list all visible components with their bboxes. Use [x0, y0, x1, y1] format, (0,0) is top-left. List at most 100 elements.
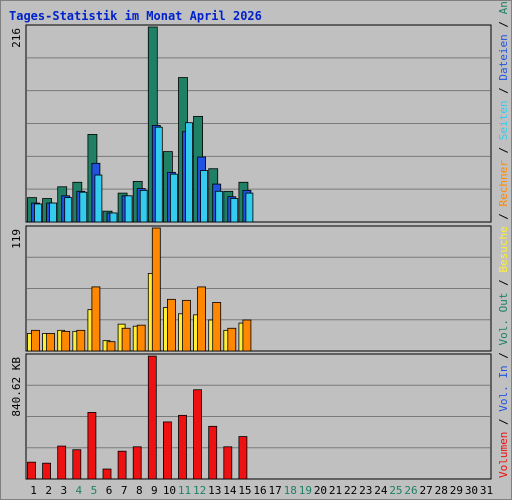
panel-border: [25, 24, 492, 223]
series-rechner: [31, 227, 252, 352]
bar-volumen-day-1: [27, 461, 36, 480]
bar-rechner-day-5: [91, 286, 101, 352]
bar-dateien-day-13: [215, 190, 224, 223]
x-tick-label: 2: [45, 484, 52, 497]
legend: Volumen / Vol. In / Vol. Out / Besuche /…: [497, 1, 510, 478]
bar-volumen-day-13: [208, 425, 218, 480]
x-tick-label: 19: [299, 484, 312, 497]
bar-rechner-day-9: [151, 227, 161, 352]
bar-rechner-day-3: [61, 330, 71, 352]
bar-dateien-day-8: [139, 190, 148, 223]
bar-dateien-day-7: [124, 195, 133, 223]
bar-dateien-day-15: [245, 192, 254, 223]
legend-separator: /: [497, 206, 510, 226]
bar-dateien-day-11: [185, 122, 193, 223]
bar-rechner-day-14: [227, 327, 237, 352]
x-tick-label: 28: [435, 484, 448, 497]
bar-dateien-day-6: [109, 212, 118, 223]
x-tick-label: 31: [480, 484, 493, 497]
x-tick-label: 26: [404, 484, 417, 497]
x-tick-label: 25: [389, 484, 402, 497]
x-tick-label: 14: [223, 484, 237, 497]
bar-dateien-day-1: [34, 203, 42, 223]
bar-volumen-day-15: [238, 436, 248, 480]
bar-dateien-day-3: [64, 197, 73, 223]
bar-rechner-day-1: [31, 329, 40, 352]
x-tick-label: 16: [253, 484, 266, 497]
x-tick-label: 21: [329, 484, 342, 497]
legend-item-anfragen: Anfragen: [497, 1, 510, 14]
x-tick-label: 24: [374, 484, 388, 497]
x-tick-label: 30: [465, 484, 478, 497]
chart-panel-3: [25, 353, 492, 480]
bar-volumen-day-10: [162, 421, 172, 480]
bar-rechner-day-7: [121, 327, 131, 352]
legend-item-vol-out: Vol. Out: [497, 293, 510, 346]
legend-item-vol-in: Vol. In: [497, 365, 510, 411]
x-tick-label: 9: [151, 484, 158, 497]
bar-volumen-day-12: [193, 389, 203, 480]
panel-1-max-label: 216: [10, 28, 23, 48]
x-tick-label: 11: [178, 484, 191, 497]
x-tick-label: 18: [284, 484, 297, 497]
panel-border: [25, 225, 492, 352]
legend-item-besuche: Besuche: [497, 226, 510, 272]
x-tick-label: 8: [136, 484, 143, 497]
legend-separator: /: [497, 14, 510, 34]
x-tick-label: 17: [269, 484, 282, 497]
panel-border: [25, 353, 492, 480]
x-tick-label: 22: [344, 484, 357, 497]
bar-volumen-day-11: [178, 414, 187, 480]
legend-separator: /: [497, 273, 510, 293]
bar-rechner-day-13: [212, 302, 222, 352]
bar-volumen-day-14: [223, 446, 233, 480]
bar-rechner-day-12: [197, 286, 207, 352]
chart-title: Tages-Statistik im Monat April 2026: [9, 9, 262, 23]
panel-3-max-label: 840.62 KB: [10, 357, 23, 417]
legend-item-volumen: Volumen: [497, 432, 510, 478]
series-volumen: [27, 355, 248, 480]
x-tick-label: 20: [314, 484, 327, 497]
x-tick-label: 7: [121, 484, 128, 497]
bar-dateien-day-12: [200, 170, 209, 223]
bar-dateien-day-14: [230, 198, 239, 223]
bar-rechner-day-8: [136, 324, 146, 352]
bar-dateien-day-9: [154, 126, 163, 223]
bar-volumen-day-2: [42, 462, 51, 480]
x-tick-label: 29: [450, 484, 463, 497]
x-tick-label: 5: [91, 484, 98, 497]
bar-dateien-day-2: [49, 202, 57, 223]
bar-rechner-day-10: [166, 298, 176, 352]
bar-dateien-day-5: [94, 174, 103, 223]
legend-item-seiten: Seiten: [497, 100, 510, 140]
bar-rechner-day-6: [106, 341, 116, 352]
series-dateien: [34, 122, 254, 223]
x-tick-label: 12: [193, 484, 206, 497]
bar-volumen-day-3: [57, 445, 67, 480]
bar-volumen-day-7: [117, 450, 127, 480]
x-tick-label: 27: [420, 484, 433, 497]
legend-separator: /: [497, 412, 510, 432]
bar-volumen-day-9: [147, 355, 157, 480]
bar-volumen-day-5: [87, 412, 97, 480]
x-tick-label: 15: [238, 484, 251, 497]
bar-volumen-day-6: [102, 468, 112, 480]
x-tick-label: 6: [106, 484, 113, 497]
x-tick-label: 23: [359, 484, 372, 497]
series-besuche: [27, 273, 247, 352]
bar-dateien-day-4: [79, 191, 88, 223]
x-tick-label: 4: [76, 484, 83, 497]
legend-item-rechner: Rechner: [497, 160, 510, 207]
bar-rechner-day-11: [182, 299, 191, 352]
chart-panel-1: [25, 24, 492, 223]
x-tick-label: 3: [60, 484, 67, 497]
panel-2-max-label: 119: [10, 229, 23, 249]
x-tick-label: 13: [208, 484, 221, 497]
bar-volumen-day-8: [132, 446, 142, 480]
x-tick-label: 10: [163, 484, 176, 497]
legend-separator: /: [497, 346, 510, 366]
bar-rechner-day-4: [76, 329, 86, 352]
x-tick-label: 1: [30, 484, 37, 497]
